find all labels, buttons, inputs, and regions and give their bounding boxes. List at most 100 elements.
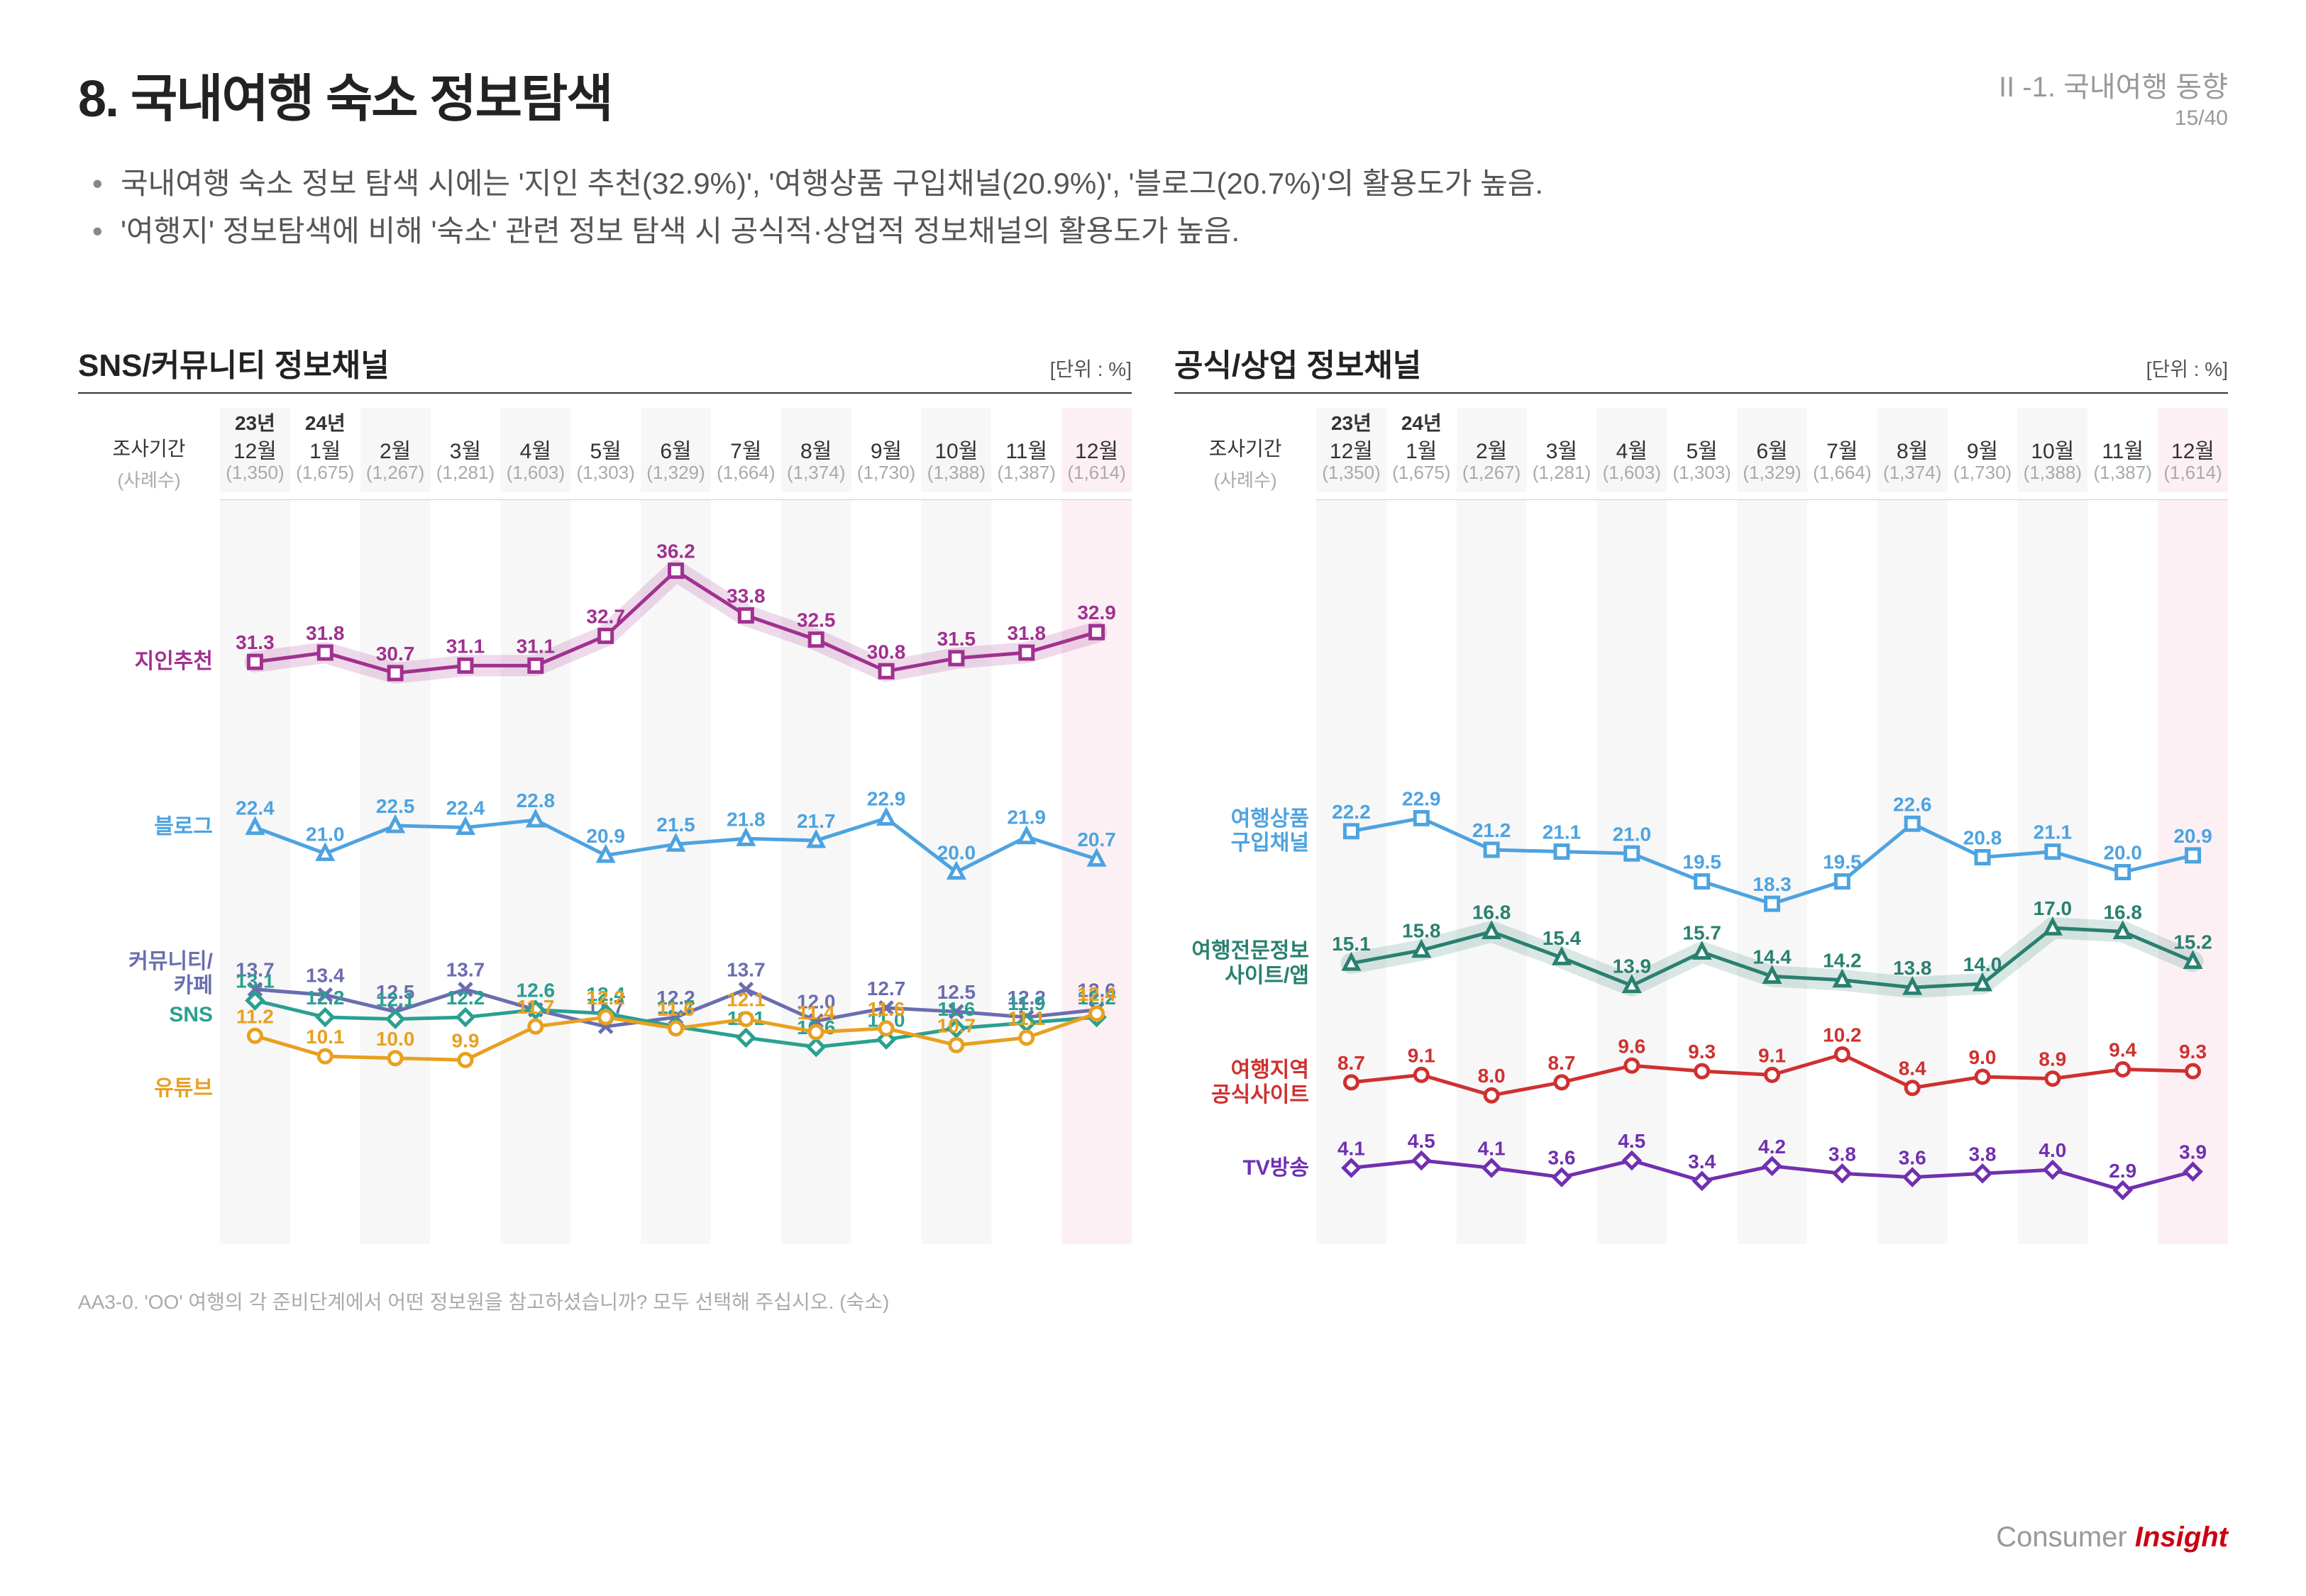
- svg-text:13.4: 13.4: [306, 965, 345, 987]
- svg-text:9.0: 9.0: [1969, 1046, 1997, 1068]
- month-col: 9월 (1,730): [1948, 408, 2018, 492]
- svg-text:15.8: 15.8: [1402, 920, 1440, 942]
- svg-text:4.2: 4.2: [1758, 1136, 1786, 1158]
- month-col: 23년 12월 (1,350): [1316, 408, 1386, 492]
- svg-text:21.8: 21.8: [727, 809, 765, 831]
- svg-text:20.9: 20.9: [586, 825, 624, 847]
- svg-text:11.6: 11.6: [868, 998, 905, 1020]
- svg-text:12.2: 12.2: [586, 987, 624, 1009]
- month-col: 24년 1월 (1,675): [290, 408, 360, 492]
- svg-text:31.1: 31.1: [517, 636, 555, 658]
- svg-text:14.2: 14.2: [1823, 950, 1861, 972]
- svg-text:22.8: 22.8: [517, 789, 555, 811]
- svg-text:22.4: 22.4: [236, 797, 275, 819]
- svg-text:15.4: 15.4: [1543, 928, 1582, 950]
- svg-text:3.6: 3.6: [1548, 1147, 1576, 1169]
- month-col: 23년 12월 (1,350): [220, 408, 290, 492]
- month-col: 8월 (1,374): [781, 408, 851, 492]
- svg-text:4.5: 4.5: [1408, 1130, 1435, 1152]
- month-col: 6월 (1,329): [641, 408, 711, 492]
- svg-text:21.0: 21.0: [306, 824, 344, 846]
- svg-text:21.1: 21.1: [2034, 821, 2072, 843]
- svg-text:12.2: 12.2: [446, 987, 485, 1009]
- svg-text:3.8: 3.8: [1969, 1143, 1997, 1165]
- svg-text:36.2: 36.2: [656, 541, 695, 563]
- series-label: 여행상품구입채널: [1231, 807, 1309, 856]
- svg-text:21.5: 21.5: [656, 814, 695, 836]
- svg-text:31.3: 31.3: [236, 632, 274, 654]
- svg-text:31.8: 31.8: [1007, 622, 1045, 644]
- svg-text:16.8: 16.8: [2103, 902, 2141, 924]
- chart-title: 공식/상업 정보채널: [1174, 340, 1421, 385]
- month-col: 12월 (1,614): [2158, 408, 2228, 492]
- svg-text:8.7: 8.7: [1548, 1052, 1576, 1074]
- svg-text:9.4: 9.4: [2109, 1039, 2136, 1061]
- svg-text:10.1: 10.1: [306, 1026, 344, 1048]
- series-label: 블로그: [154, 815, 213, 840]
- series-label: TV방송: [1242, 1156, 1309, 1181]
- period-label: 조사기간: [1174, 433, 1316, 462]
- series-label: 여행전문정보사이트/앱: [1191, 939, 1309, 988]
- svg-text:16.8: 16.8: [1472, 902, 1511, 924]
- svg-text:19.5: 19.5: [1682, 851, 1721, 873]
- svg-text:13.7: 13.7: [727, 959, 765, 981]
- svg-text:12.2: 12.2: [306, 987, 344, 1009]
- month-col: 11월 (1,387): [991, 408, 1061, 492]
- svg-text:11.2: 11.2: [236, 1006, 274, 1028]
- month-col: 7월 (1,664): [1807, 408, 1877, 492]
- svg-text:13.9: 13.9: [1613, 955, 1651, 977]
- series-label: 커뮤니티/카페: [128, 950, 213, 999]
- svg-text:33.8: 33.8: [727, 585, 765, 607]
- svg-text:20.0: 20.0: [937, 842, 976, 864]
- svg-text:8.7: 8.7: [1337, 1052, 1365, 1074]
- month-col: 7월 (1,664): [711, 408, 781, 492]
- svg-text:20.0: 20.0: [2103, 842, 2141, 864]
- chart-unit: [단위 : %]: [2146, 354, 2228, 382]
- svg-text:11.4: 11.4: [798, 1002, 835, 1024]
- svg-text:3.8: 3.8: [1828, 1143, 1856, 1165]
- summary-bullets: 국내여행 숙소 정보 탐색 시에는 '지인 추천(32.9%)', '여행상품 …: [92, 160, 2228, 255]
- svg-text:3.4: 3.4: [1688, 1151, 1716, 1173]
- page-number: 15/40: [2175, 106, 2228, 131]
- svg-text:22.4: 22.4: [446, 797, 485, 819]
- month-col: 3월 (1,281): [431, 408, 501, 492]
- period-label: 조사기간: [78, 433, 220, 462]
- footer-question: AA3-0. 'OO' 여행의 각 준비단계에서 어떤 정보원을 참고하셨습니까…: [78, 1287, 2228, 1315]
- svg-text:32.5: 32.5: [797, 609, 835, 631]
- svg-text:3.6: 3.6: [1899, 1147, 1926, 1169]
- svg-text:21.1: 21.1: [1543, 821, 1581, 843]
- svg-text:22.9: 22.9: [1402, 788, 1440, 810]
- svg-text:13.7: 13.7: [446, 959, 485, 981]
- svg-text:14.4: 14.4: [1753, 946, 1792, 968]
- svg-text:3.9: 3.9: [2179, 1141, 2207, 1163]
- month-col: 10월 (1,388): [921, 408, 991, 492]
- svg-text:21.0: 21.0: [1613, 824, 1651, 846]
- sample-label: (사례수): [1174, 466, 1316, 492]
- month-col: 9월 (1,730): [851, 408, 922, 492]
- svg-text:15.7: 15.7: [1682, 922, 1721, 944]
- series-label: 지인추천: [135, 650, 213, 675]
- brand-consumer: Consumer: [1996, 1522, 2135, 1553]
- month-col: 5월 (1,303): [570, 408, 641, 492]
- svg-text:18.3: 18.3: [1753, 873, 1791, 895]
- svg-text:22.9: 22.9: [867, 788, 905, 810]
- series-label: SNS: [169, 1003, 213, 1028]
- svg-text:11.6: 11.6: [657, 998, 695, 1020]
- series-label: 유튜브: [154, 1077, 213, 1102]
- month-col: 24년 1월 (1,675): [1386, 408, 1457, 492]
- svg-text:32.9: 32.9: [1077, 602, 1115, 624]
- month-col: 4월 (1,603): [1596, 408, 1667, 492]
- month-col: 12월 (1,614): [1061, 408, 1132, 492]
- svg-text:9.3: 9.3: [1688, 1041, 1716, 1063]
- svg-text:14.0: 14.0: [1963, 953, 2002, 975]
- month-col: 11월 (1,387): [2087, 408, 2158, 492]
- month-col: 8월 (1,374): [1877, 408, 1948, 492]
- svg-text:8.0: 8.0: [1478, 1065, 1506, 1087]
- svg-text:9.6: 9.6: [1618, 1036, 1645, 1058]
- svg-text:20.9: 20.9: [2173, 825, 2212, 847]
- svg-text:9.9: 9.9: [452, 1030, 480, 1052]
- svg-text:21.7: 21.7: [797, 810, 835, 832]
- month-col: 2월 (1,267): [360, 408, 431, 492]
- svg-text:30.7: 30.7: [376, 643, 414, 665]
- brand-logo: Consumer Insight: [1996, 1522, 2228, 1553]
